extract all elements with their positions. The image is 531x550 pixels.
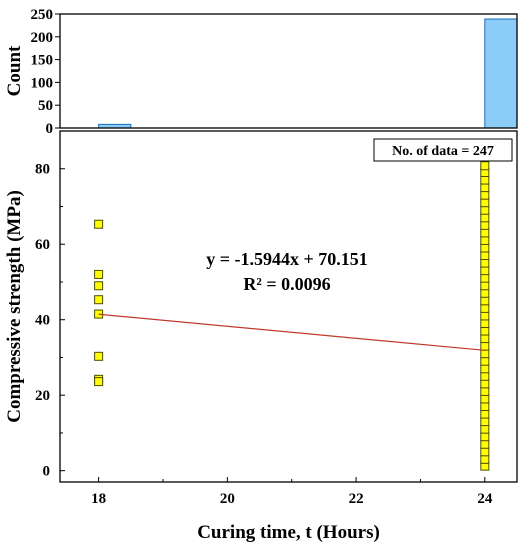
x-tick-label: 20 bbox=[220, 491, 235, 507]
data-count-box bbox=[373, 138, 513, 162]
trendline-equation: y = -1.5944x + 70.151 bbox=[206, 249, 368, 269]
scatter-point bbox=[94, 219, 104, 229]
scatter-point bbox=[480, 371, 490, 381]
scatter-x-ticks: 18 20 22 24 bbox=[91, 477, 493, 507]
scatter-point bbox=[480, 454, 490, 464]
y-tick-label: 0 bbox=[43, 464, 51, 480]
scatter-point bbox=[480, 183, 490, 193]
scatter-point bbox=[480, 303, 490, 313]
scatter-point bbox=[480, 205, 490, 215]
scatter-point bbox=[480, 198, 490, 208]
histogram-frame bbox=[59, 13, 518, 129]
scatter-panel: 18 20 22 24 0 20 40 60 80 y = -1.5944x + 70.151… bbox=[4, 130, 518, 543]
x-tick-label: 24 bbox=[477, 491, 493, 507]
trendline bbox=[98, 313, 485, 351]
scatter-point bbox=[480, 417, 490, 427]
histogram-y-tick-label: 0 bbox=[46, 121, 54, 137]
histogram-y-tick-label: 200 bbox=[31, 30, 54, 46]
scatter-point bbox=[480, 349, 490, 359]
histogram-y-axis-label: Count bbox=[4, 45, 25, 96]
histogram-bar bbox=[484, 18, 518, 129]
scatter-point bbox=[480, 288, 490, 298]
scatter-point bbox=[480, 379, 490, 389]
scatter-point bbox=[480, 386, 490, 396]
y-tick-label: 60 bbox=[35, 237, 50, 253]
scatter-point bbox=[480, 190, 490, 200]
scatter-point bbox=[480, 311, 490, 321]
scatter-point bbox=[94, 351, 104, 361]
scatter-point bbox=[480, 273, 490, 283]
scatter-point bbox=[480, 402, 490, 412]
scatter-point bbox=[480, 364, 490, 374]
scatter-point bbox=[480, 243, 490, 253]
scatter-point bbox=[94, 281, 104, 291]
histogram-y-ticks: 0 50 100 150 200 250 bbox=[31, 7, 60, 137]
scatter-point bbox=[480, 266, 490, 276]
scatter-frame bbox=[59, 130, 518, 483]
histogram-bars bbox=[98, 18, 518, 129]
scatter-point bbox=[480, 326, 490, 336]
scatter-point bbox=[480, 394, 490, 404]
scatter-point bbox=[480, 175, 490, 185]
histogram-y-tick-label: 250 bbox=[31, 7, 54, 23]
scatter-point bbox=[480, 213, 490, 223]
y-tick-label: 80 bbox=[35, 162, 50, 178]
histogram-y-tick-label: 100 bbox=[31, 75, 54, 91]
scatter-point bbox=[480, 251, 490, 261]
scatter-point bbox=[480, 235, 490, 245]
scatter-point bbox=[480, 334, 490, 344]
scatter-point bbox=[480, 447, 490, 457]
x-tick-label: 22 bbox=[349, 491, 364, 507]
histogram-panel: 0 50 100 150 200 250 Count bbox=[4, 7, 518, 137]
scatter-point bbox=[94, 269, 104, 279]
scatter-point bbox=[480, 341, 490, 351]
scatter-point bbox=[480, 432, 490, 442]
x-axis-label: Curing time, t (Hours) bbox=[197, 522, 380, 543]
scatter-point bbox=[480, 220, 490, 230]
scatter-point bbox=[480, 409, 490, 419]
scatter-point bbox=[480, 161, 490, 171]
scatter-point bbox=[480, 228, 490, 238]
y-axis-label: Compressive strength (MPa) bbox=[4, 190, 25, 423]
scatter-point bbox=[94, 295, 104, 305]
scatter-point bbox=[94, 377, 104, 387]
trendline-r-squared: R² = 0.0096 bbox=[243, 274, 330, 294]
scatter-point bbox=[480, 258, 490, 268]
scatter-point bbox=[480, 318, 490, 328]
scatter-y-ticks: 0 20 40 60 80 bbox=[35, 162, 65, 480]
x-tick-label: 18 bbox=[91, 491, 106, 507]
scatter-point bbox=[480, 281, 490, 291]
data-count-label: No. of data = 247 bbox=[392, 144, 494, 159]
scatter-points bbox=[94, 161, 490, 471]
scatter-point bbox=[480, 439, 490, 449]
scatter-point bbox=[480, 356, 490, 366]
histogram-y-tick-label: 50 bbox=[38, 98, 53, 114]
scatter-point bbox=[480, 424, 490, 434]
y-tick-label: 40 bbox=[35, 313, 50, 329]
histogram-y-tick-label: 150 bbox=[31, 53, 54, 69]
y-tick-label: 20 bbox=[35, 388, 50, 404]
scatter-point bbox=[480, 296, 490, 306]
